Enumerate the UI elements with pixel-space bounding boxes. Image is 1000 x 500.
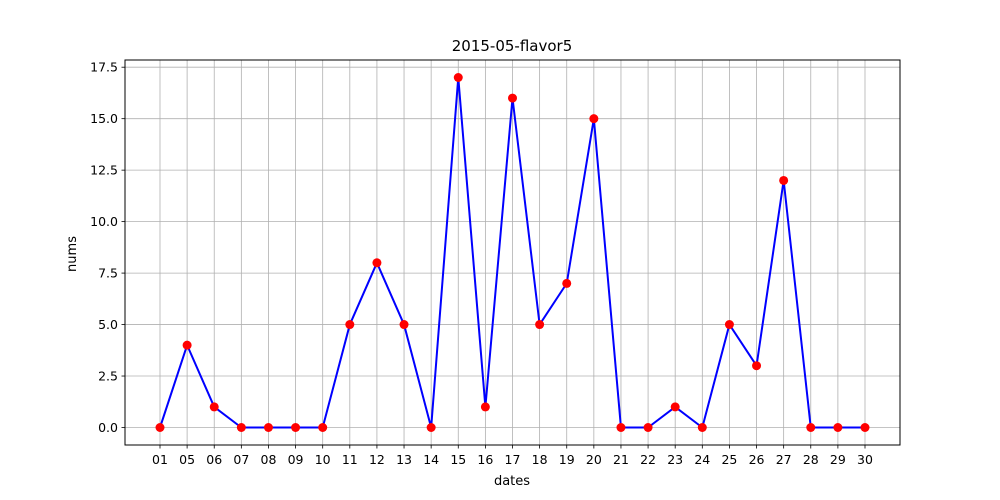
- x-tick-label: 22: [640, 452, 656, 467]
- x-tick-label: 05: [179, 452, 195, 467]
- data-point: [345, 320, 355, 330]
- data-point: [616, 423, 626, 432]
- y-tick-label: 10.0: [90, 214, 118, 229]
- x-tick-label: 25: [721, 452, 737, 467]
- grid: [125, 60, 900, 445]
- x-axis-ticks: 01 05 06 07 08 09 10 11 12 13 14 15 16 17 18 19 20 21 22 23…: [152, 445, 873, 467]
- y-tick-label: 0.0: [98, 420, 118, 435]
- data-point: [724, 320, 734, 330]
- x-tick-label: 11: [342, 452, 358, 467]
- y-tick-label: 12.5: [90, 163, 118, 178]
- data-point: [860, 423, 870, 432]
- data-point: [806, 423, 816, 432]
- data-point: [535, 320, 545, 330]
- x-tick-label: 29: [830, 452, 846, 467]
- x-tick-label: 26: [749, 452, 765, 467]
- data-point: [453, 73, 463, 82]
- x-tick-label: 06: [206, 452, 222, 467]
- x-tick-label: 21: [613, 452, 629, 467]
- x-tick-label: 27: [776, 452, 792, 467]
- y-tick-label: 15.0: [90, 111, 118, 126]
- data-point: [291, 423, 301, 432]
- y-tick-label: 2.5: [98, 369, 118, 384]
- x-tick-label: 20: [586, 452, 602, 467]
- x-tick-label: 09: [288, 452, 304, 467]
- x-tick-label: 10: [315, 452, 331, 467]
- data-point: [372, 258, 382, 268]
- x-tick-label: 24: [694, 452, 710, 467]
- data-point: [426, 423, 436, 432]
- x-axis-label: dates: [494, 474, 530, 489]
- data-point: [263, 423, 273, 432]
- y-tick-label: 5.0: [98, 317, 118, 332]
- y-tick-label: 7.5: [98, 266, 118, 281]
- data-point: [562, 278, 572, 288]
- data-point: [236, 423, 246, 432]
- x-tick-label: 13: [396, 452, 412, 467]
- data-point: [589, 114, 599, 124]
- data-point: [182, 340, 192, 350]
- data-point: [508, 93, 517, 103]
- data-point: [155, 423, 165, 432]
- data-point: [209, 402, 219, 412]
- data-point: [752, 361, 762, 371]
- y-axis-label: nums: [65, 236, 80, 272]
- x-tick-label: 18: [532, 452, 548, 467]
- x-tick-label: 16: [477, 452, 493, 467]
- data-point: [480, 402, 490, 412]
- x-tick-label: 01: [152, 452, 168, 467]
- chart-title: 2015-05-flavor5: [452, 37, 573, 55]
- data-point: [399, 320, 409, 330]
- x-tick-label: 15: [450, 452, 466, 467]
- data-point: [697, 423, 707, 432]
- x-tick-label: 17: [505, 452, 521, 467]
- y-axis-ticks: 0.0 2.5 5.0 7.5 10.0 12.5 15.0 17.5: [90, 60, 125, 435]
- x-tick-label: 07: [233, 452, 249, 467]
- y-tick-label: 17.5: [90, 60, 118, 75]
- x-tick-label: 30: [857, 452, 873, 467]
- x-tick-label: 28: [803, 452, 819, 467]
- data-point: [318, 423, 328, 432]
- x-tick-label: 12: [369, 452, 385, 467]
- x-tick-label: 23: [667, 452, 683, 467]
- data-point: [833, 423, 843, 432]
- x-tick-label: 14: [423, 452, 439, 467]
- x-tick-label: 19: [559, 452, 575, 467]
- data-point: [643, 423, 653, 432]
- series-layer: [155, 73, 870, 432]
- data-point: [670, 402, 680, 412]
- x-tick-label: 08: [261, 452, 277, 467]
- data-point: [779, 175, 789, 185]
